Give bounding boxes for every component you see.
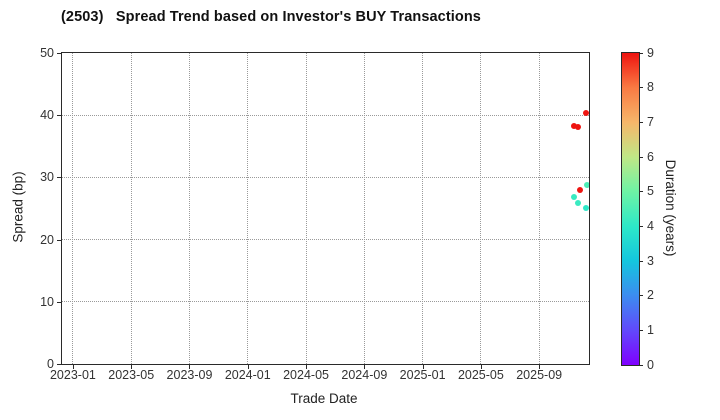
data-point [577, 187, 584, 194]
x-tickmark [306, 364, 308, 369]
x-tick-label: 2025-01 [399, 368, 446, 382]
colorbar-tick-label: 0 [647, 357, 654, 372]
y-tickmark [57, 301, 61, 303]
x-tickmark [189, 364, 191, 369]
data-point [575, 199, 582, 206]
colorbar-tick-label: 1 [647, 322, 654, 337]
data-point [571, 122, 578, 129]
colorbar-tickmark [639, 156, 643, 158]
x-tick-label: 2025-05 [457, 368, 504, 382]
colorbar-tick-label: 3 [647, 253, 654, 268]
y-tick-label: 0 [47, 357, 54, 371]
vertical-gridline [480, 53, 482, 364]
data-point [571, 193, 578, 200]
horizontal-gridline [62, 176, 589, 178]
colorbar-tick-label: 8 [647, 80, 654, 95]
horizontal-gridline [62, 301, 589, 303]
y-tickmark [57, 364, 61, 365]
colorbar-tickmark [639, 121, 643, 123]
colorbar-label: Duration (years) [663, 159, 678, 257]
colorbar-tick-label: 9 [647, 45, 654, 60]
colorbar-tick-label: 2 [647, 288, 654, 303]
chart-title: (2503) Spread Trend based on Investor's … [61, 9, 481, 25]
vertical-gridline [188, 53, 190, 364]
colorbar-tickmark [639, 329, 643, 331]
x-tickmark [422, 364, 424, 369]
x-tickmark [247, 364, 249, 369]
y-tick-label: 20 [40, 232, 54, 247]
colorbar-tickmark [639, 225, 643, 227]
colorbar-tickmark [639, 87, 643, 89]
data-point [582, 204, 589, 211]
y-tickmark [57, 177, 61, 179]
colorbar [621, 52, 640, 366]
vertical-gridline [305, 53, 307, 364]
colorbar-tickmark [639, 52, 643, 54]
x-tickmark [539, 364, 541, 369]
y-tick-label: 10 [40, 294, 54, 309]
colorbar-tickmark [639, 191, 643, 193]
y-tickmark [57, 115, 61, 117]
vertical-gridline [422, 53, 424, 364]
colorbar-tick-label: 7 [647, 114, 654, 129]
y-tickmark [57, 239, 61, 241]
vertical-gridline [538, 53, 540, 364]
horizontal-gridline [62, 239, 589, 241]
colorbar-tickmark [639, 295, 643, 297]
plot-area [61, 52, 590, 365]
x-tick-label: 2025-09 [516, 368, 563, 382]
x-tick-label: 2023-01 [49, 368, 96, 382]
y-tick-label: 50 [40, 46, 54, 60]
x-tick-label: 2023-05 [108, 368, 155, 382]
x-tick-label: 2024-05 [283, 368, 329, 382]
x-axis-label: Trade Date [290, 391, 358, 406]
y-tick-label: 30 [40, 170, 54, 185]
data-point [583, 109, 589, 116]
x-tickmark [72, 364, 74, 369]
data-point [584, 181, 589, 188]
colorbar-tick-label: 4 [647, 218, 654, 233]
y-tick-label: 40 [40, 108, 54, 123]
vertical-gridline [247, 53, 249, 364]
horizontal-gridline [62, 114, 589, 116]
colorbar-tickmark [639, 364, 643, 366]
data-point [574, 124, 581, 131]
colorbar-tickmark [639, 260, 643, 262]
y-axis-label: Spread (bp) [10, 171, 26, 243]
x-tick-label: 2024-01 [224, 368, 271, 382]
colorbar-tick-label: 5 [647, 184, 654, 199]
vertical-gridline [72, 53, 74, 364]
x-tick-label: 2024-09 [341, 368, 388, 382]
vertical-gridline [363, 53, 365, 364]
x-tick-label: 2023-09 [166, 368, 213, 382]
x-tickmark [480, 364, 482, 369]
x-tickmark [131, 364, 133, 369]
x-tickmark [364, 364, 366, 369]
y-tickmark [57, 53, 61, 54]
vertical-gridline [130, 53, 132, 364]
colorbar-tick-label: 6 [647, 149, 654, 164]
